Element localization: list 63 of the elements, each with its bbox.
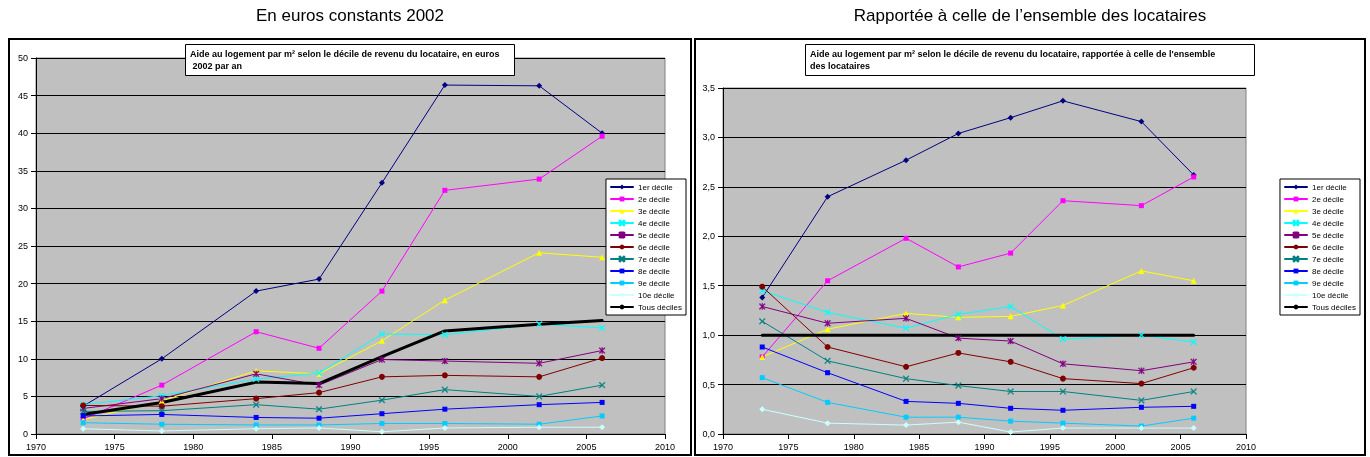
chart-title: Rapportée à celle de l’ensemble des locataires: [852, 6, 1208, 26]
y-tick-label: 0: [22, 429, 28, 439]
legend-label: Tous déciles: [637, 302, 683, 312]
legend-label: 4e décile: [637, 218, 671, 228]
legend-label: 9e décile: [1311, 278, 1345, 288]
y-tick-label: 2,5: [702, 181, 715, 192]
y-tick-label: 50: [17, 53, 28, 63]
y-tick-label: 25: [17, 241, 28, 251]
y-tick-label: 3,0: [702, 132, 715, 143]
x-tick-label: 2010: [1235, 441, 1257, 452]
x-tick-label: 1985: [909, 441, 930, 452]
x-tick-label: 1970: [712, 441, 734, 452]
y-tick-label: 45: [17, 90, 28, 101]
x-tick-label: 1990: [974, 441, 995, 452]
legend-label: 2e décile: [637, 194, 671, 204]
legend-label: 9e décile: [637, 278, 671, 288]
legend-label: Tous déciles: [1311, 302, 1357, 312]
x-tick-label: 1980: [843, 441, 864, 452]
y-tick-label: 30: [17, 203, 28, 214]
legend-label: 3e décile: [1311, 206, 1345, 216]
legend-label: 6e décile: [1311, 242, 1345, 252]
chart-subtitle: Aide au logement par m² selon le décile de revenu du locataire, en euros 2002 par an: [190, 49, 500, 71]
legend-label: 1er décile: [1311, 182, 1348, 192]
chart-title: En euros constants 2002: [254, 6, 446, 26]
legend-label: 7e décile: [637, 254, 671, 264]
x-tick-label: 1995: [419, 441, 440, 452]
legend-label: 2e décile: [1311, 194, 1345, 204]
y-tick-label: 35: [17, 165, 28, 176]
x-tick-label: 1995: [1039, 441, 1060, 452]
y-tick-label: 5: [22, 391, 28, 402]
x-tick-label: 2000: [497, 441, 518, 452]
y-tick-label: 1,0: [702, 330, 715, 341]
legend-label: 6e décile: [637, 242, 671, 252]
x-tick-label: 2000: [1105, 441, 1126, 452]
y-tick-label: 40: [17, 128, 28, 139]
x-tick-label: 2005: [1170, 441, 1191, 452]
y-tick-label: 15: [17, 316, 28, 327]
x-tick-label: 1975: [778, 441, 799, 452]
x-tick-label: 2005: [576, 441, 597, 452]
y-tick-label: 2,0: [702, 231, 715, 242]
x-tick-label: 1980: [183, 441, 204, 452]
x-tick-label: 1970: [25, 441, 47, 452]
y-tick-label: 10: [17, 353, 28, 364]
legend-label: 5e décile: [637, 230, 671, 240]
y-tick-label: 1,5: [702, 280, 715, 291]
y-tick-label: 0,5: [702, 379, 715, 390]
x-tick-label: 2010: [654, 441, 676, 452]
chart-subtitle: Aide au logement par m² selon le décile de revenu du locataire, rapportée à celle de l'ensemble des locataires: [810, 49, 1218, 71]
y-tick-label: 3,5: [702, 83, 715, 93]
legend-label: 1er décile: [637, 182, 674, 192]
legend-label: 8e décile: [1311, 266, 1345, 276]
legend-label: 8e décile: [637, 266, 671, 276]
legend-label: 10e décile: [1311, 290, 1349, 300]
legend-label: 10e décile: [637, 290, 675, 300]
x-tick-label: 1975: [104, 441, 125, 452]
legend-label: 3e décile: [637, 206, 671, 216]
legend-label: 7e décile: [1311, 254, 1345, 264]
legend-label: 4e décile: [1311, 218, 1345, 228]
y-tick-label: 0,0: [702, 429, 715, 439]
x-tick-label: 1985: [261, 441, 282, 452]
y-tick-label: 20: [17, 278, 28, 289]
x-tick-label: 1990: [340, 441, 361, 452]
legend-label: 5e décile: [1311, 230, 1345, 240]
